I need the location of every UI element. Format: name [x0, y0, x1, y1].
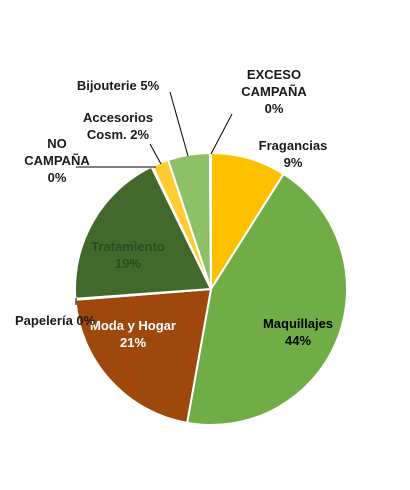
data-label-exceso-campana: EXCESO CAMPAÑA 0%: [241, 67, 307, 116]
data-label-fragancias: Fragancias 9%: [259, 138, 328, 170]
leader-line-exceso-campana: [210, 113, 233, 155]
pie-slice-tratamiento: [73, 165, 212, 300]
leader-line-accesorios-cosm: [149, 143, 162, 165]
data-label-accesorios-cosm: Accesorios Cosm. 2%: [83, 110, 153, 142]
data-label-bijouterie: Bijouterie 5%: [77, 78, 160, 93]
data-label-papeleria: Papelería 0%: [15, 313, 96, 328]
pie-slice-exceso-campana: [208, 151, 212, 290]
data-label-no-campana: NO CAMPAÑA 0%: [24, 136, 90, 185]
leader-line-bijouterie: [169, 91, 189, 157]
pie-slice-moda-y-hogar: [74, 288, 212, 424]
data-label-moda-y-hogar: Moda y Hogar 21%: [90, 318, 176, 350]
data-label-maquillajes: Maquillajes 44%: [263, 316, 333, 348]
data-label-tratamiento: Tratamiento 19%: [91, 239, 165, 271]
pie-slice-maquillajes: [186, 173, 348, 426]
